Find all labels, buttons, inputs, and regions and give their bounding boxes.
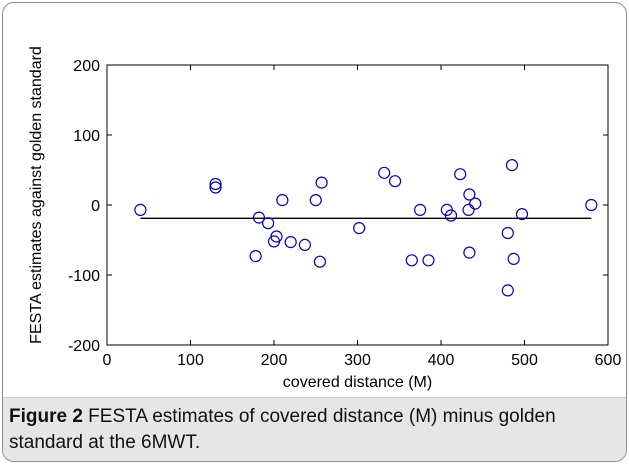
- data-point: [313, 255, 327, 268]
- points-layer: [134, 159, 598, 297]
- x-tick-label: 100: [177, 352, 204, 369]
- figure-caption: Figure 2 FESTA estimates of covered dist…: [9, 404, 609, 456]
- data-point: [515, 208, 529, 221]
- data-point: [252, 211, 266, 224]
- x-axis-label: covered distance (M): [283, 374, 432, 391]
- data-point: [454, 168, 467, 181]
- data-point: [505, 159, 519, 172]
- data-point: [388, 175, 402, 188]
- data-point: [469, 197, 482, 210]
- x-tick-label: 600: [595, 352, 622, 369]
- caption-label: Figure 2: [9, 406, 83, 427]
- x-tick-label: 500: [511, 352, 538, 369]
- x-tick-label: 200: [261, 352, 288, 369]
- data-point: [353, 222, 366, 235]
- x-tick-label: 300: [344, 352, 371, 369]
- y-tick-label: 0: [91, 198, 100, 215]
- data-point: [276, 194, 289, 207]
- caption-text: FESTA estimates of covered distance (M) …: [9, 406, 556, 453]
- labels-layer: covered distance (M) FESTA estimates aga…: [28, 46, 432, 391]
- x-tick-label: 0: [103, 352, 112, 369]
- data-point: [209, 181, 222, 194]
- data-point: [422, 254, 435, 267]
- data-point: [405, 254, 418, 267]
- data-point: [298, 238, 311, 251]
- y-tick-label: -200: [68, 338, 100, 355]
- data-point: [501, 226, 514, 240]
- plot-box: [106, 64, 609, 346]
- x-tick-label: 400: [428, 352, 455, 369]
- chart-svg: 0 100 200 300 400 500 600 200 100 0 -100 -200 cover…: [28, 46, 621, 391]
- data-point: [209, 177, 222, 191]
- caption-box: Figure 2 FESTA estimates of covered dist…: [3, 397, 626, 461]
- data-point: [444, 209, 458, 222]
- data-point: [262, 217, 275, 230]
- y-axis-label: FESTA estimates against golden standard: [28, 46, 45, 344]
- y-tick-label: -100: [68, 268, 100, 285]
- ticks-layer: 0 100 200 300 400 500 600 200 100 0 -100 -200: [68, 58, 621, 369]
- data-point: [309, 194, 322, 207]
- data-point: [463, 246, 476, 259]
- data-point: [414, 203, 427, 216]
- scatter-plot: 0 100 200 300 400 500 600 200 100 0 -100 -200 cover…: [3, 3, 626, 398]
- data-point: [501, 284, 514, 297]
- data-point: [462, 203, 475, 216]
- y-tick-label: 100: [73, 128, 100, 145]
- data-point: [270, 230, 283, 243]
- y-tick-label: 200: [73, 58, 100, 75]
- data-point: [315, 176, 328, 189]
- data-point: [134, 203, 147, 216]
- data-point: [585, 198, 598, 212]
- data-point: [284, 236, 297, 249]
- data-point: [463, 188, 476, 201]
- data-point: [507, 252, 520, 265]
- data-point: [378, 166, 391, 179]
- data-point: [249, 250, 262, 263]
